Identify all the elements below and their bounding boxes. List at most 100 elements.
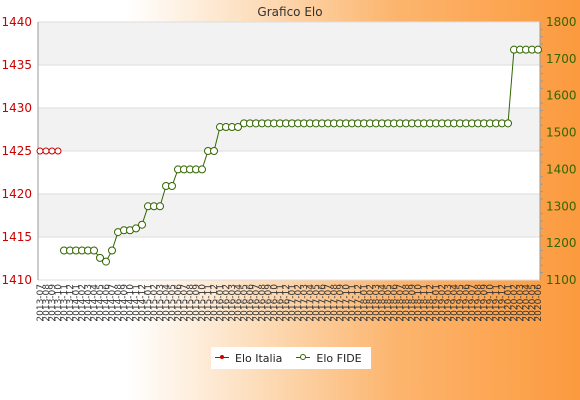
y-right-tick-label: 1700: [546, 52, 577, 66]
y-axis-right: 1100 1200 1300 1400 1500 1600 1700 1800: [539, 15, 577, 287]
x-tick-label: 2017-10: [342, 284, 352, 322]
x-tick-label: 2017-03: [300, 284, 310, 322]
x-tick-label: 2014-02: [78, 284, 88, 322]
x-tick-label: 2018-07: [396, 284, 406, 322]
x-tick-label: 2016-09: [264, 284, 274, 322]
y-right-tick-label: 1400: [546, 162, 577, 176]
x-tick-label: 2019-07: [468, 284, 478, 322]
x-tick-label: 2014-12: [138, 284, 148, 322]
x-tick-label: 2014-10: [126, 284, 136, 322]
x-tick-label: 2016-10: [270, 284, 280, 322]
x-tick-label: 2016-06: [246, 284, 256, 322]
data-point-elo-italia: [36, 147, 44, 155]
data-point-elo-fide: [102, 257, 110, 266]
plot-band: [38, 108, 540, 151]
x-tick-label: 2014-04: [90, 284, 100, 322]
grid-lines: [38, 21, 540, 281]
x-tick-label: 2019-11: [492, 284, 502, 322]
x-tick-label: 2019-06: [462, 284, 472, 322]
x-tick-label: 2016-03: [228, 284, 238, 322]
x-tick-label: 2018-06: [390, 284, 400, 322]
x-tick-label: 2016-08: [258, 284, 268, 322]
x-tick-label: 2013-11: [60, 284, 70, 322]
x-tick-label: 2014-06: [102, 284, 112, 322]
x-tick-label: 2019-05: [456, 284, 466, 322]
x-tick-label: 2018-09: [408, 284, 418, 322]
legend: Elo Italia Elo FIDE: [211, 347, 371, 369]
y-right-tick-label: 1200: [546, 236, 577, 250]
legend-item-elo-fide[interactable]: Elo FIDE: [296, 351, 362, 365]
y-left-tick-label: 1410: [1, 273, 32, 287]
plot-band: [38, 65, 540, 108]
x-tick-label: 2018-05: [384, 284, 394, 322]
data-point-elo-fide: [234, 123, 242, 132]
x-tick-label: 2016-07: [252, 284, 262, 322]
x-axis-labels: 2013-072013-082013-092013-102013-112013-…: [36, 284, 544, 322]
x-tick-label: 2014-01: [72, 284, 82, 322]
x-tick-label: 2017-05: [312, 284, 322, 322]
legend-label-elo-fide: Elo FIDE: [316, 351, 362, 365]
x-tick-label: 2017-06: [318, 284, 328, 322]
x-tick-label: 2015-02: [150, 284, 160, 322]
x-tick-label: 2016-01: [216, 284, 226, 322]
x-tick-label: 2020-04: [522, 284, 532, 322]
x-tick-label: 2018-01: [360, 284, 370, 322]
y-left-tick-label: 1415: [1, 230, 32, 244]
x-tick-label: 2015-05: [168, 284, 178, 322]
x-tick-label: 2014-08: [114, 284, 124, 322]
legend-item-elo-italia[interactable]: Elo Italia: [215, 352, 282, 365]
data-point-elo-italia: [42, 147, 50, 155]
y-left-tick-label: 1425: [1, 144, 32, 158]
x-tick-label: 2015-07: [180, 284, 190, 322]
legend-swatch-elo-fide: [296, 353, 311, 363]
x-tick-label: 2015-12: [210, 284, 220, 322]
x-tick-label: 2020-05: [528, 284, 538, 322]
data-point-elo-fide: [96, 253, 104, 262]
x-tick-label: 2019-09: [480, 284, 490, 322]
y-right-tick-label: 1600: [546, 89, 577, 103]
x-tick-label: 2014-05: [96, 284, 106, 322]
x-tick-label: 2020-01: [504, 284, 514, 322]
x-tick-label: 2014-11: [132, 284, 142, 322]
data-point-elo-fide: [210, 147, 218, 155]
y-left-tick-label: 1420: [1, 187, 32, 201]
x-tick-label: 2019-10: [486, 284, 496, 322]
x-tick-label: 2015-03: [156, 284, 166, 322]
plot-band: [38, 194, 540, 237]
data-point-elo-fide: [132, 224, 140, 233]
x-tick-label: 2015-06: [174, 284, 184, 322]
x-tick-label: 2020-02: [510, 284, 520, 322]
x-tick-label: 2017-11: [348, 284, 358, 322]
x-tick-label: 2020-06: [534, 284, 544, 322]
data-point-elo-fide: [198, 165, 206, 174]
data-point-elo-fide: [534, 45, 542, 54]
y-right-tick-label: 1500: [546, 126, 577, 140]
series-elo-italia: [36, 147, 62, 155]
x-tick-label: 2019-08: [474, 284, 484, 322]
x-tick-label: 2019-02: [438, 284, 448, 322]
plot-band: [38, 237, 540, 280]
x-tick-label: 2019-12: [498, 284, 508, 322]
x-tick-label: 2018-02: [366, 284, 376, 322]
x-tick-label: 2015-04: [162, 284, 172, 322]
chart-title: Grafico Elo: [257, 5, 322, 19]
x-tick-label: 2018-08: [402, 284, 412, 322]
x-tick-label: 2015-11: [204, 284, 214, 322]
x-tick-label: 2018-04: [378, 284, 388, 322]
x-tick-label: 2017-01: [288, 284, 298, 322]
x-tick-label: 2016-05: [240, 284, 250, 322]
x-tick-label: 2017-12: [354, 284, 364, 322]
y-axis-left: 1410 1415 1420 1425 1430 1435 1440: [1, 15, 39, 287]
data-point-elo-fide: [504, 119, 512, 128]
x-tick-label: 2017-09: [336, 284, 346, 322]
data-point-elo-italia: [54, 147, 62, 155]
series-elo-fide: [60, 45, 542, 266]
x-tick-label: 2014-09: [120, 284, 130, 322]
x-tick-label: 2019-03: [444, 284, 454, 322]
x-tick-label: 2018-12: [426, 284, 436, 322]
x-tick-label: 2017-07: [324, 284, 334, 322]
x-tick-label: 2018-10: [414, 284, 424, 322]
y-right-tick-label: 1300: [546, 199, 577, 213]
